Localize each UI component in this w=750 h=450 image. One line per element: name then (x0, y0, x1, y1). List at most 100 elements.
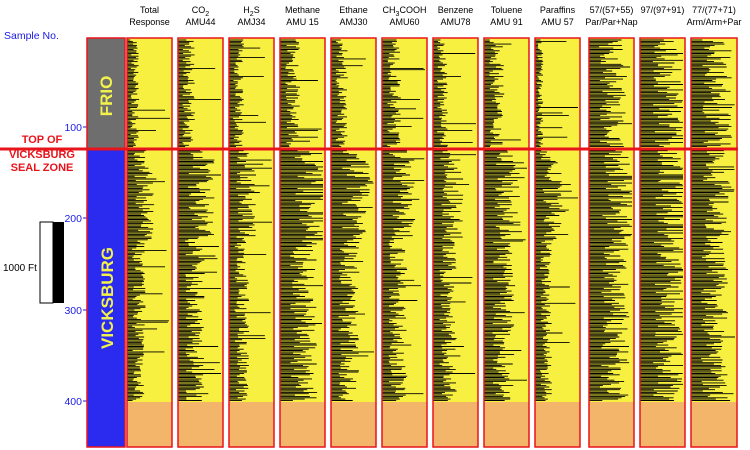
column-header-line1: CO2 (192, 5, 210, 18)
log-panel (639, 37, 686, 448)
header-text-tail: S (254, 5, 260, 15)
seal-label-line2: VICKSBURG (9, 149, 75, 161)
column-header-line2: Response (129, 17, 170, 27)
scale-bar-black (53, 222, 64, 303)
seal-label-line1: TOP OF (22, 134, 63, 146)
panel-bottom-fill (484, 402, 529, 447)
zone-column-border (86, 37, 126, 448)
log-panel (483, 37, 530, 448)
panel-bars (127, 39, 170, 401)
panel-border (690, 37, 738, 448)
log-panel (330, 37, 377, 448)
panel-bottom-fill (127, 402, 172, 447)
panel-bars (589, 39, 632, 401)
panel-bars (691, 39, 735, 401)
header-subscript: 3 (396, 11, 400, 18)
header-text: H (243, 5, 250, 15)
column-header-line1: 97/(97+91) (641, 5, 685, 15)
panel-border (534, 37, 581, 448)
column-header-line2: Par/Par+Nap (585, 17, 637, 27)
panel-bottom-fill (382, 402, 427, 447)
column-header-line2: AMJ30 (339, 17, 367, 27)
log-panel (126, 37, 173, 448)
column-header-line1: Total (140, 5, 159, 15)
header-subscript: 2 (205, 11, 209, 18)
scale-bar-white (39, 221, 54, 304)
vicksburg-zone-block (87, 149, 125, 447)
panel-border (177, 37, 224, 448)
panel-bars (433, 39, 476, 401)
header-text-tail: COOH (399, 5, 426, 15)
scale-bar-label: 1000 Ft (3, 263, 37, 274)
panel-bottom-fill (178, 402, 223, 447)
panel-bars (229, 39, 272, 401)
header-subscript: 2 (250, 11, 254, 18)
panel-bottom-fill (280, 402, 325, 447)
column-header-line1: 77/(77+71) (692, 5, 736, 15)
panel-border (279, 37, 326, 448)
panel-border (330, 37, 377, 448)
panel-bottom-fill (229, 402, 274, 447)
column-header-line1: H2S (243, 5, 259, 18)
header-text: CH (383, 5, 396, 15)
panel-bars (640, 39, 683, 401)
frio-zone-block (87, 38, 125, 149)
log-panel (534, 37, 581, 448)
column-header-line2: AMU 91 (490, 17, 523, 27)
panel-bottom-fill (331, 402, 376, 447)
log-panel (228, 37, 275, 448)
panel-bars (382, 39, 425, 401)
column-header-line1: Methane (285, 5, 320, 15)
y-axis-title: Sample No. (4, 30, 59, 42)
vicksburg-label: VICKSBURG (98, 247, 117, 349)
y-tick-label: 300 (64, 305, 82, 317)
panel-border (483, 37, 530, 448)
panel-fill (229, 38, 274, 402)
column-header-line1: Paraffins (540, 5, 576, 15)
panel-bars (280, 39, 323, 401)
column-header-line2: AMU78 (440, 17, 470, 27)
column-header-line2: AMU 15 (286, 17, 319, 27)
column-header-line2: AMU44 (185, 17, 215, 27)
column-header-line1: 57/(57+55) (590, 5, 634, 15)
y-tick-label: 200 (64, 213, 82, 225)
panel-bottom-fill (589, 402, 634, 447)
column-headers: TotalResponseCO2AMU44H2SAMJ34MethaneAMU … (129, 5, 741, 27)
log-panel (690, 37, 738, 448)
column-header-line2: AMU60 (389, 17, 419, 27)
panel-bars (484, 39, 527, 401)
frio-label: FRIO (97, 76, 116, 117)
panel-border (381, 37, 428, 448)
panel-bottom-fill (535, 402, 580, 447)
panel-bottom-fill (433, 402, 478, 447)
header-text: CO (192, 5, 206, 15)
data-panels (126, 37, 738, 448)
column-header-line1: Toluene (491, 5, 523, 15)
panel-bars (178, 39, 221, 401)
panel-bars (535, 39, 578, 401)
log-panel (432, 37, 479, 448)
seal-label-line3: SEAL ZONE (11, 162, 74, 174)
log-panel (279, 37, 326, 448)
panel-bars (331, 39, 374, 401)
column-header-line2: AMU 57 (541, 17, 574, 27)
panel-border (432, 37, 479, 448)
column-header-line1: Benzene (438, 5, 474, 15)
panel-bottom-fill (691, 402, 737, 447)
panel-border (126, 37, 173, 448)
column-header-line2: AMJ34 (237, 17, 265, 27)
column-header-line1: CH3COOH (383, 5, 427, 18)
log-panel (381, 37, 428, 448)
column-header-line1: Ethane (339, 5, 368, 15)
log-panel (177, 37, 224, 448)
panel-bottom-fill (640, 402, 685, 447)
column-header-line2: Arm/Arm+Par (687, 17, 742, 27)
panel-border (588, 37, 635, 448)
y-tick-label: 100 (64, 122, 82, 134)
panel-border (228, 37, 275, 448)
panel-border (639, 37, 686, 448)
log-panel (588, 37, 635, 448)
y-tick-label: 400 (64, 396, 82, 408)
